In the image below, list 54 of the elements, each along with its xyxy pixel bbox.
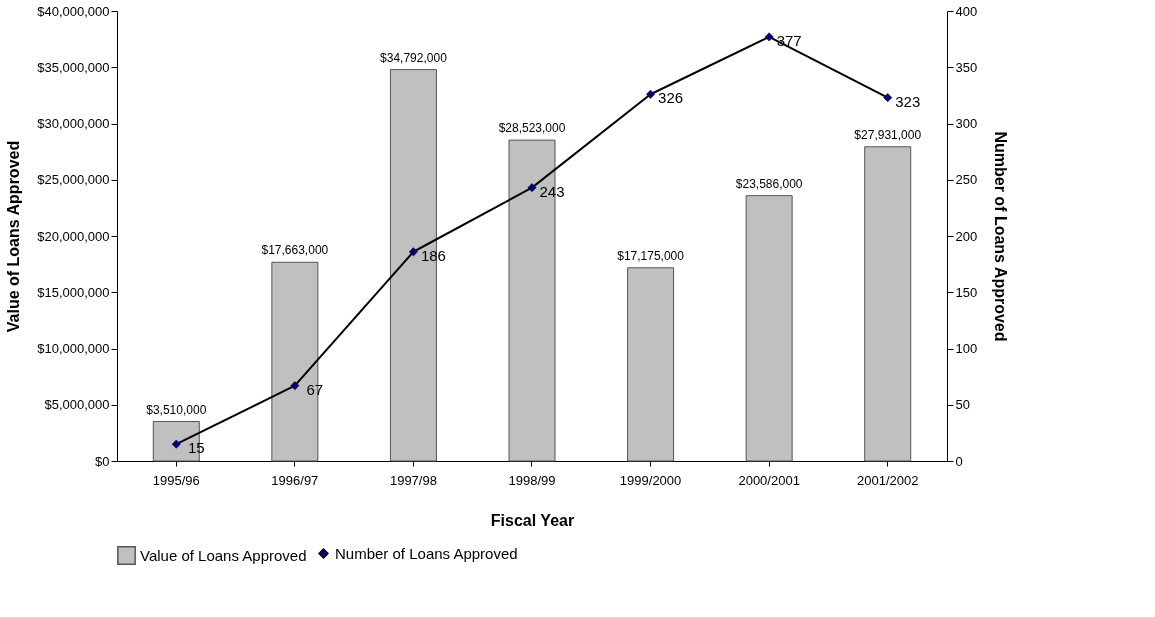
point [764, 32, 774, 42]
x-axis-title: Fiscal Year [490, 511, 575, 529]
x-tick-label: 2000/2001 [738, 472, 800, 488]
y2-tick-label: 300 [955, 116, 978, 131]
data-label: 186 [420, 246, 446, 264]
data-label: $23,586,000 [735, 176, 803, 191]
point [171, 439, 181, 449]
y2-tick-label: 0 [955, 453, 963, 469]
y2-tick-label: 200 [955, 228, 978, 244]
data-label: $27,931,000 [854, 127, 922, 142]
data-label: 377 [776, 31, 802, 49]
y2-tick-label: 100 [955, 341, 978, 356]
y-tick-label: $40,000,000 [37, 3, 110, 19]
bar [864, 146, 912, 462]
point [290, 381, 300, 391]
data-label: $3,510,000 [146, 402, 207, 417]
bar [627, 267, 675, 462]
data-label: $17,663,000 [261, 243, 329, 258]
point [646, 89, 655, 99]
data-label: 326 [658, 89, 684, 107]
legend-label: Value of Loans Approved [140, 546, 307, 564]
point [883, 93, 893, 103]
y2-axis-title: Number of Loans Approved [992, 131, 1010, 342]
y2-tick-label: 350 [955, 59, 978, 75]
data-label: $34,792,000 [380, 50, 448, 65]
data-label: 323 [895, 92, 921, 110]
x-tick-label: 1998/99 [508, 472, 556, 488]
bar [745, 195, 793, 462]
data-label: 243 [539, 182, 565, 200]
y-tick-label: $15,000,000 [37, 284, 110, 300]
y2-tick-label: 400 [955, 3, 978, 19]
x-tick-label: 1996/97 [271, 472, 319, 488]
x-tick-label: 1997/98 [389, 472, 437, 488]
data-label: $28,523,000 [498, 121, 566, 136]
y-tick-label: $5,000,000 [44, 397, 110, 413]
y2-tick-label: 250 [955, 172, 978, 188]
y-tick-label: $0 [95, 453, 110, 469]
data-label: 15 [187, 439, 205, 457]
y-tick-label: $20,000,000 [37, 228, 110, 244]
y-tick-label: $35,000,000 [37, 59, 110, 75]
y-tick-label: $30,000,000 [37, 116, 110, 131]
point [409, 247, 418, 257]
y-tick-label: $10,000,000 [37, 341, 110, 356]
data-label: $17,175,000 [617, 248, 685, 263]
y2-tick-label: 150 [955, 284, 978, 300]
x-tick-label: 2001/2002 [856, 472, 919, 488]
y2-tick-label: 50 [955, 397, 970, 413]
x-tick-label: 1999/2000 [619, 472, 682, 488]
legend-label: Number of Loans Approved [335, 544, 518, 562]
point [527, 183, 537, 193]
y-tick-label: $25,000,000 [37, 172, 110, 188]
data-label: 67 [306, 380, 324, 398]
x-tick-label: 1995/96 [152, 472, 200, 488]
y-axis-title: Value of Loans Approved [5, 140, 23, 333]
